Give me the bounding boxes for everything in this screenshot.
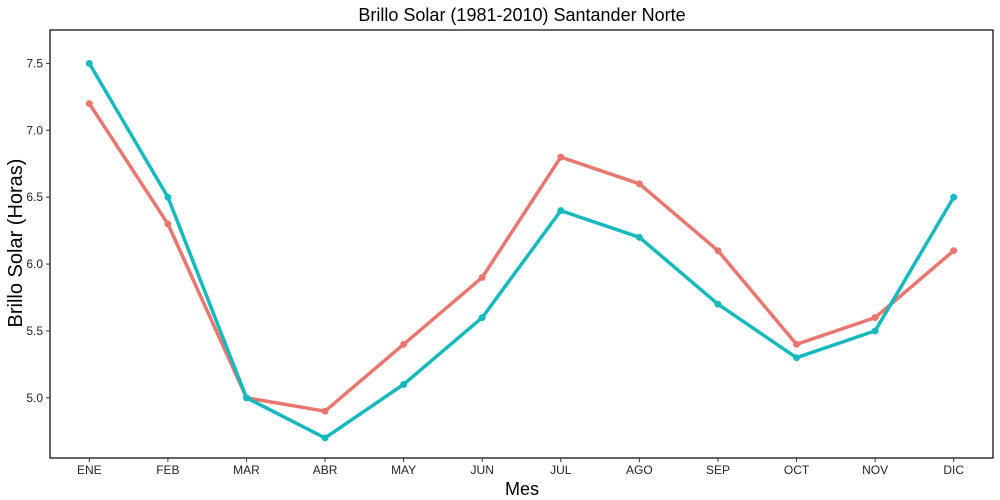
data-point [478,273,486,281]
x-tick-label: AGO [626,463,653,477]
data-point [400,380,408,388]
data-point [164,220,172,228]
x-tick-label: MAR [233,463,260,477]
series-line [87,61,956,440]
data-point [635,180,643,188]
data-point [714,300,722,308]
x-tick-label: JUL [550,463,572,477]
series-line [87,101,956,413]
y-tick-label: 7.0 [26,123,43,137]
x-tick-label: OCT [784,463,810,477]
data-point [400,340,408,348]
data-point [871,327,879,335]
y-tick-label: 6.5 [26,190,43,204]
x-tick-label: FEB [156,463,179,477]
y-axis: 5.0 5.5 6.0 6.5 7.0 7.5 [26,56,50,405]
data-point [164,193,172,201]
x-tick-label: ABR [313,463,338,477]
data-point [321,407,329,415]
y-tick-label: 7.5 [26,56,43,70]
data-point [557,153,565,161]
y-axis-title: Brillo Solar (Horas) [5,159,27,328]
data-point [85,59,93,67]
chart-title: Brillo Solar (1981-2010) Santander Norte [358,5,685,25]
x-tick-label: MAY [391,463,416,477]
data-point [242,394,250,402]
x-axis: ENE FEB MAR ABR MAY JUN JUL AGO SEP OCT NOV DIC [77,458,964,477]
data-point [557,207,565,215]
x-tick-label: DIC [943,463,964,477]
data-point [793,354,801,362]
data-point [714,247,722,255]
y-tick-label: 5.0 [26,391,43,405]
x-tick-label: SEP [706,463,730,477]
series-1 [85,100,958,415]
data-point [635,233,643,241]
data-point [950,193,958,201]
data-point [793,340,801,348]
y-tick-label: 5.5 [26,324,43,338]
series-2 [85,59,958,442]
x-axis-title: Mes [505,479,539,499]
data-point [85,100,93,108]
y-tick-label: 6.0 [26,257,43,271]
plot-panel [49,29,994,459]
data-point [321,434,329,442]
data-point [871,314,879,322]
data-point [950,247,958,255]
series-layer [85,59,958,442]
x-tick-label: JUN [471,463,494,477]
data-point [478,314,486,322]
x-tick-label: NOV [862,463,888,477]
x-tick-label: ENE [77,463,102,477]
